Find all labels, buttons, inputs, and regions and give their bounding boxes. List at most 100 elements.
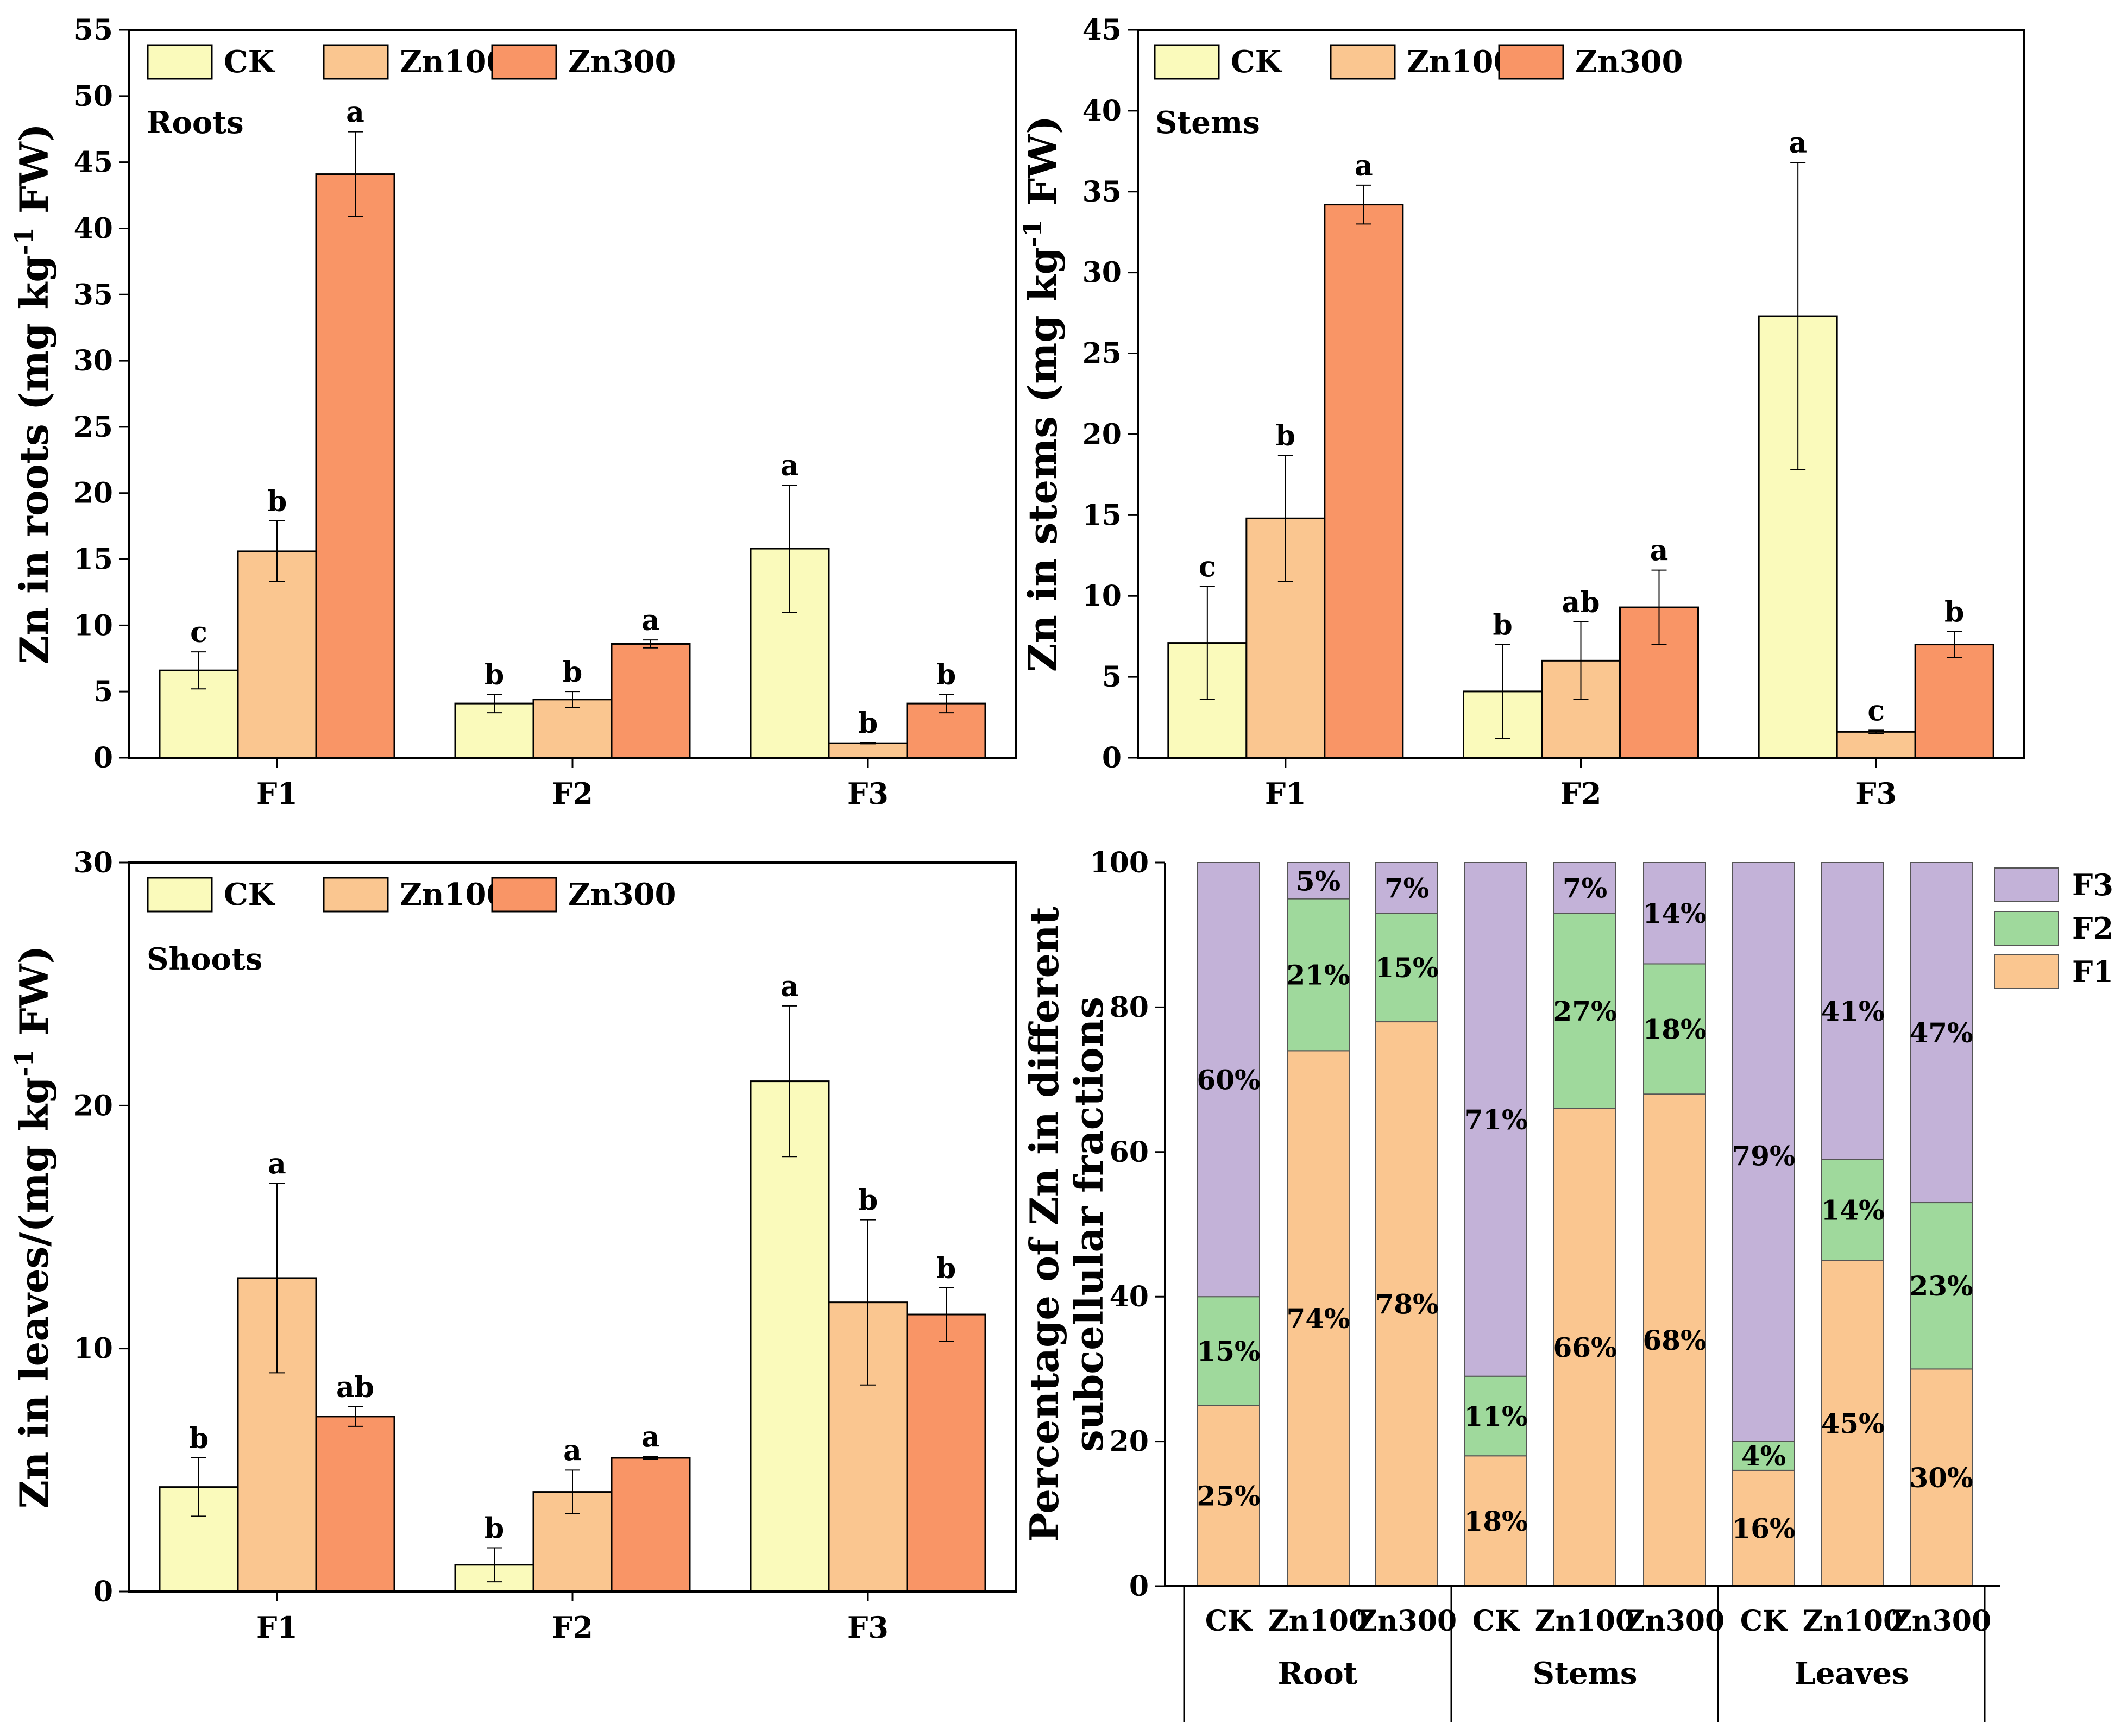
significance-letter: a	[268, 1147, 286, 1180]
group-label: Root	[1277, 1656, 1357, 1691]
x-category-label: Zn100	[1535, 1605, 1635, 1638]
data-label-f2: 14%	[1821, 1194, 1884, 1226]
bar-zn300-f1	[315, 173, 395, 759]
significance-letter: b	[484, 658, 504, 691]
data-label-f2: 4%	[1741, 1440, 1786, 1472]
error-bar	[191, 651, 206, 690]
y-tick-label: 5	[1102, 661, 1122, 694]
x-category-label: Zn300	[1625, 1605, 1725, 1638]
error-bar	[348, 1406, 363, 1427]
y-axis-label-units: FW)	[1019, 116, 1066, 219]
y-axis-label-superscript: -1	[1018, 219, 1047, 247]
legend-swatch-zn300	[1498, 44, 1564, 80]
stack-segment-f3	[1910, 862, 1973, 1204]
legend: CK Zn100 Zn300	[147, 44, 676, 80]
significance-letter: b	[484, 1512, 504, 1545]
stack-segment-f2	[1732, 1441, 1795, 1471]
data-label-f1: 45%	[1821, 1407, 1884, 1439]
significance-letter: c	[1199, 550, 1216, 583]
y-tick-label: 20	[1082, 418, 1122, 451]
error-bar	[565, 691, 580, 708]
significance-letter: b	[1944, 596, 1964, 629]
stack-segment-f2	[1287, 898, 1350, 1052]
y-tick-label: 10	[1082, 580, 1122, 613]
y-tick-label: 0	[93, 741, 113, 775]
data-label-f2: 21%	[1286, 959, 1350, 991]
data-label-f3: 5%	[1296, 865, 1340, 897]
bar-zn300-f2	[611, 1457, 691, 1593]
y-tick-label: 30	[74, 846, 113, 879]
data-label-f1: 66%	[1553, 1331, 1616, 1363]
y-tick-label: 40	[1110, 1280, 1149, 1313]
significance-letter: b	[267, 485, 287, 518]
error-bar	[1947, 631, 1962, 658]
legend: CK Zn100 Zn300	[147, 877, 676, 913]
y-tick-label: 50	[74, 80, 113, 113]
data-label-f3: 7%	[1384, 872, 1429, 904]
error-bar	[782, 485, 797, 613]
bar-zn100-f2	[532, 699, 613, 759]
bar-zn100-f3	[828, 742, 908, 759]
stack-segment-f3	[1197, 862, 1260, 1298]
stack-segment-f3	[1732, 862, 1795, 1442]
significance-letter: c	[190, 616, 207, 649]
data-label-f3: 60%	[1197, 1064, 1260, 1096]
error-bar	[1868, 729, 1884, 734]
x-category-label: Zn100	[1803, 1605, 1903, 1638]
significance-letter: ab	[336, 1371, 374, 1404]
stack-segment-f3	[1375, 862, 1438, 914]
x-tick-label: F1	[256, 1610, 298, 1645]
y-tick-label: 35	[1082, 175, 1122, 209]
data-label-f1: 78%	[1375, 1288, 1438, 1320]
legend-label-ck: CK	[224, 44, 276, 80]
y-tick-label: 15	[1082, 499, 1122, 532]
significance-letter: a	[346, 96, 364, 129]
legend-swatch-zn300	[491, 877, 557, 913]
y-axis-label-units: FW)	[11, 123, 57, 227]
error-bar	[487, 1547, 502, 1583]
x-tick-label: F1	[256, 776, 298, 811]
stack-segment-f2	[1197, 1296, 1260, 1406]
y-tick-label: 35	[74, 278, 113, 311]
y-tick-label: 40	[74, 212, 113, 245]
legend-label-ck: CK	[1231, 44, 1283, 80]
legend-label-f1: F1	[2072, 954, 2113, 989]
error-bar	[939, 1287, 954, 1342]
stack-segment-f3	[1553, 862, 1616, 914]
bar-zn300-f3	[906, 1313, 986, 1593]
bar-zn300-f1	[315, 1416, 395, 1593]
x-tick-label: F1	[1265, 776, 1306, 811]
y-tick-label: 0	[1102, 741, 1122, 775]
data-label-f1: 74%	[1286, 1303, 1350, 1335]
x-category-label: Zn100	[1268, 1605, 1368, 1638]
x-category-label: CK	[1472, 1605, 1520, 1638]
data-label-f3: 41%	[1821, 995, 1884, 1027]
y-axis-label-units: FW)	[11, 945, 57, 1049]
stack-segment-f1	[1821, 1260, 1884, 1587]
stack-segment-f2	[1821, 1159, 1884, 1261]
chart-roots: c b a F1 b b a F2 a b b F3 0 5 10 15 20 25 30 35 40 45 50 55 Zn …	[9, 14, 1017, 811]
y-tick-label: 80	[1110, 991, 1149, 1024]
y-axis-label-superscript: -1	[9, 1049, 39, 1077]
data-label-f2: 15%	[1197, 1335, 1260, 1367]
y-tick-label: 20	[74, 477, 113, 510]
legend-swatch-f1	[1994, 954, 2059, 989]
y-tick-label: 0	[1129, 1570, 1149, 1603]
bar-ck-f3	[750, 1080, 830, 1593]
error-bar	[269, 1183, 285, 1374]
legend-label-zn300: Zn300	[568, 44, 676, 80]
significance-letter: b	[936, 658, 956, 691]
significance-letter: b	[1276, 419, 1295, 452]
x-tick-label: F3	[847, 1610, 889, 1645]
legend-swatch-zn100	[1330, 44, 1396, 80]
plot-frame	[128, 861, 1017, 1593]
x-tick-label: F2	[552, 776, 593, 811]
y-tick-label: 40	[1082, 95, 1122, 128]
y-tick-label: 10	[74, 1332, 113, 1366]
error-bar	[860, 741, 876, 745]
stack-segment-f1	[1464, 1455, 1527, 1587]
legend-swatch-ck	[147, 877, 213, 913]
error-bar	[782, 1005, 797, 1158]
